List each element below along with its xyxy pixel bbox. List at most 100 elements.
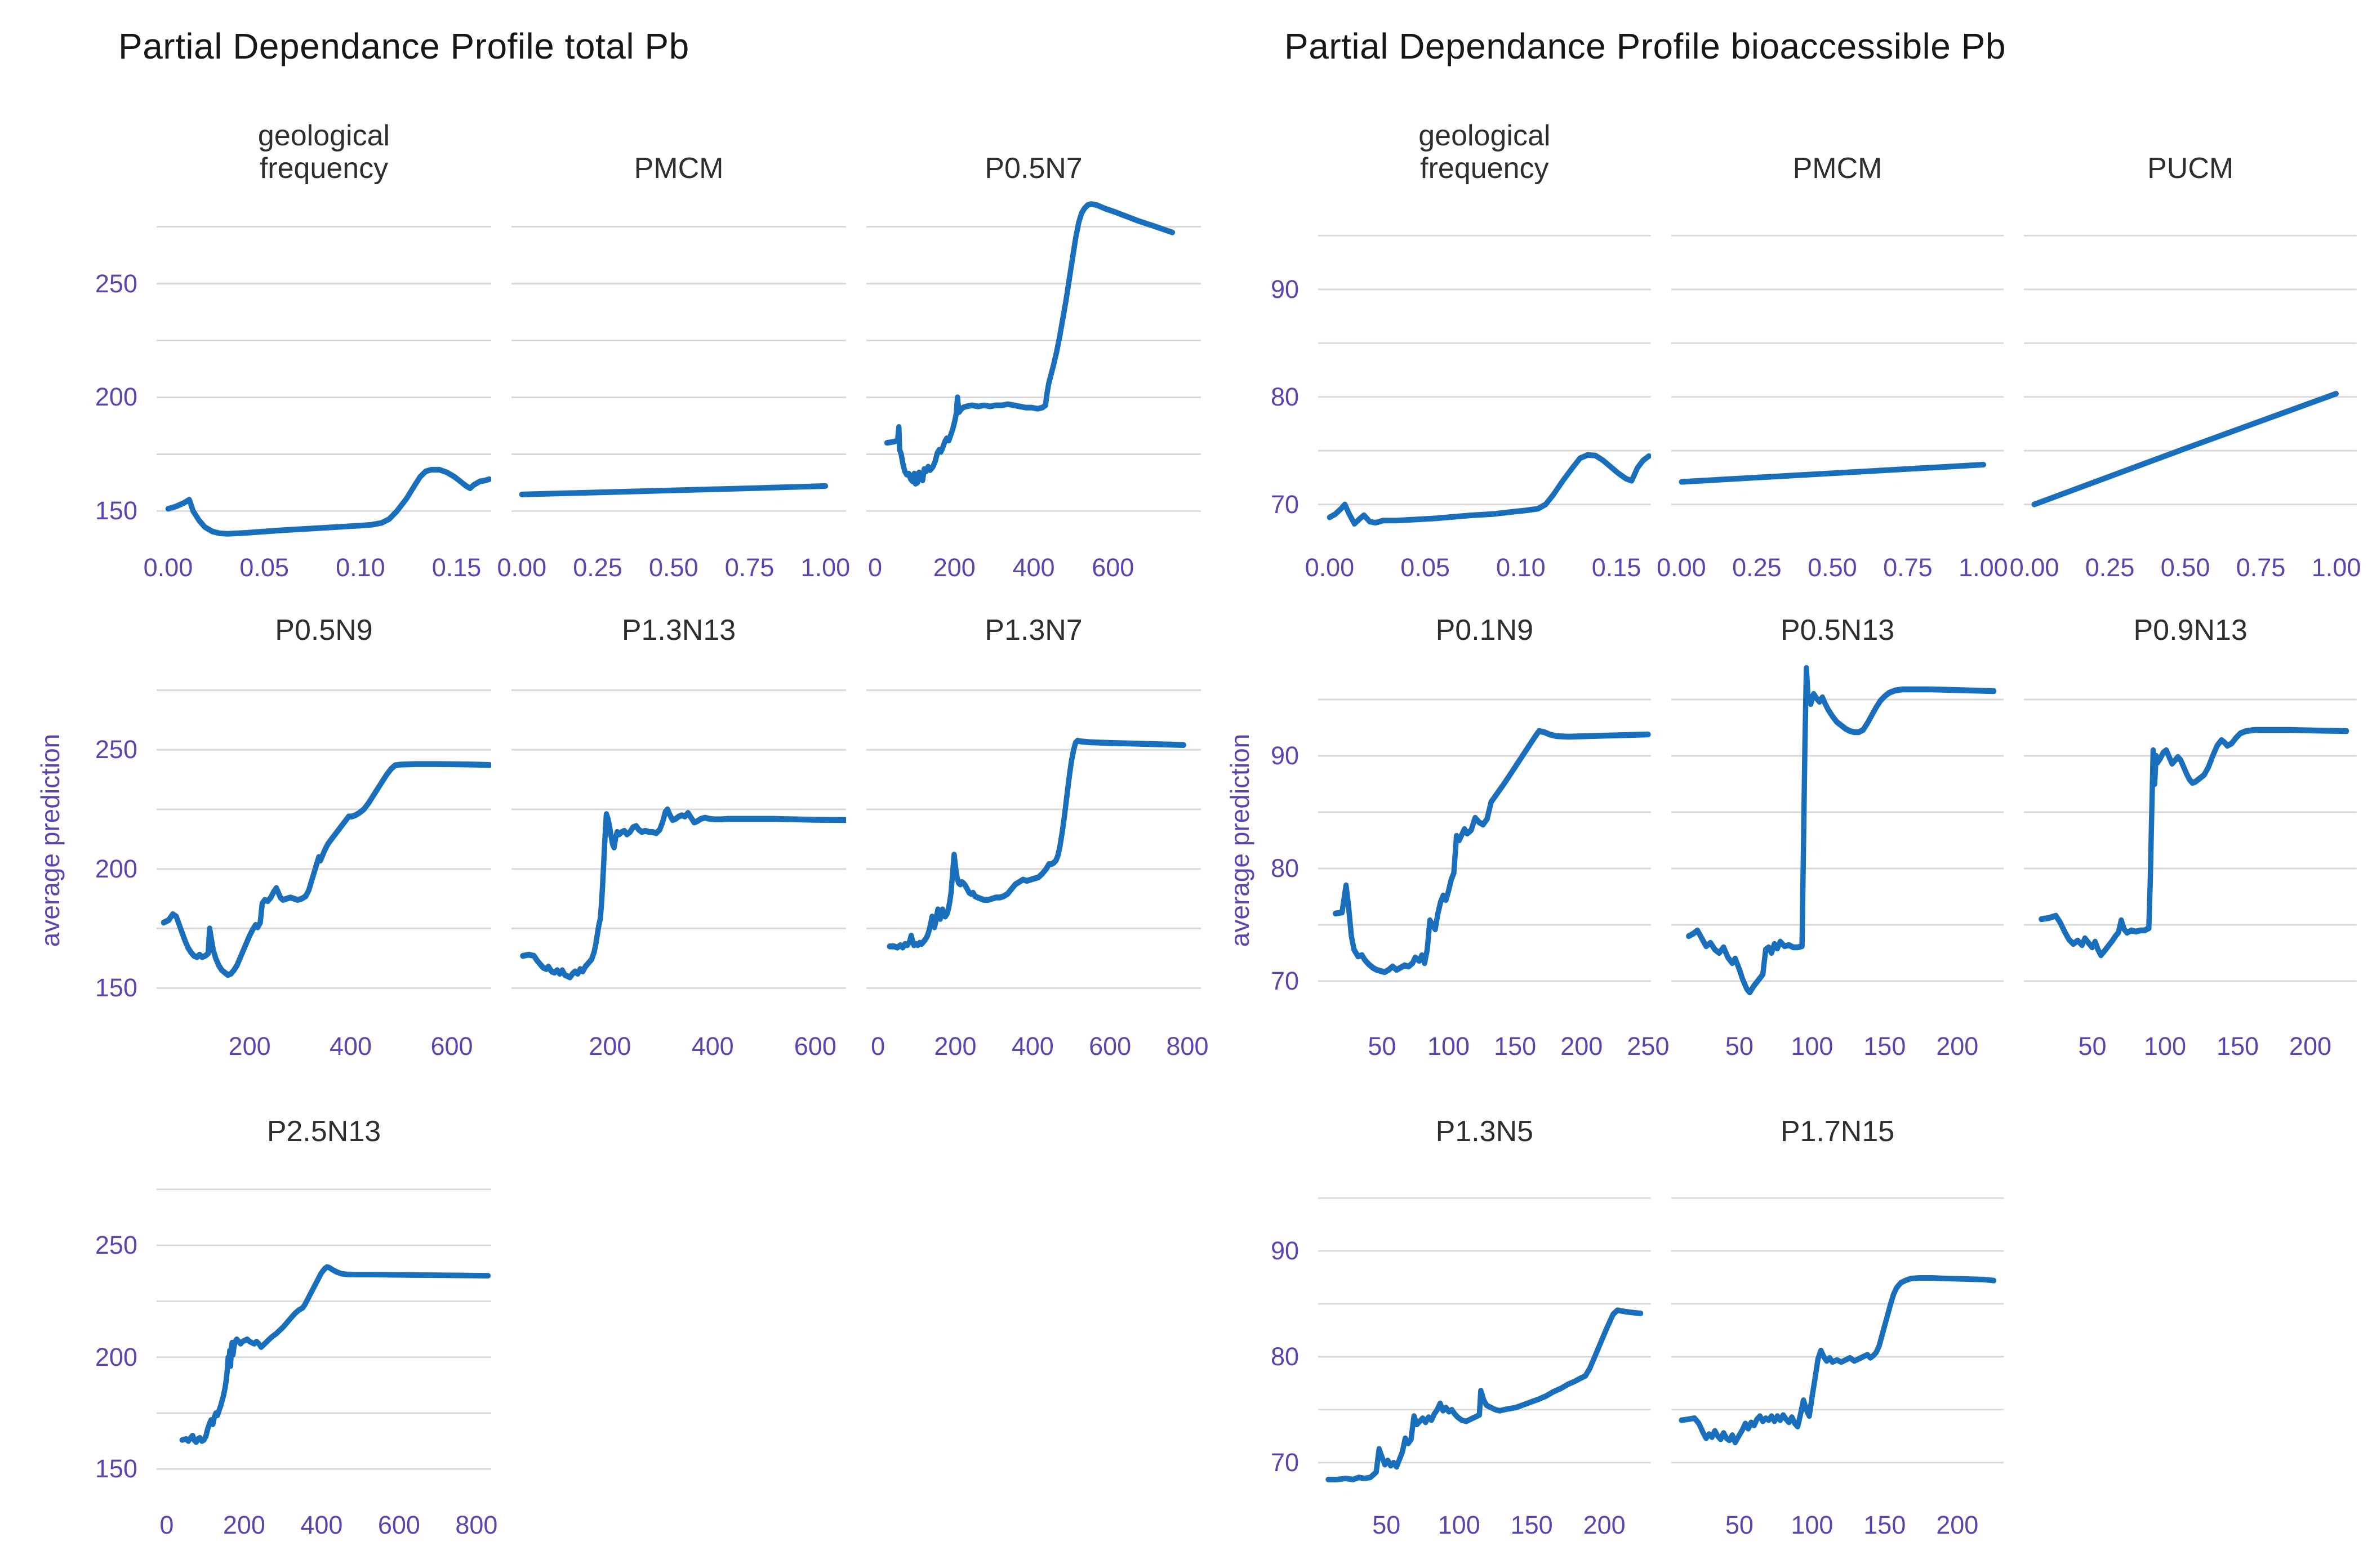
x-axis: 0 200 400 600 800	[157, 1505, 497, 1556]
x-tick-label: 100	[1427, 1032, 1470, 1061]
pdp-line	[887, 737, 1186, 951]
facet-panel: geological frequency 0.00 0.05 0.10 0.15	[1305, 80, 1651, 598]
facet-title: P1.7N15	[1780, 1115, 1895, 1148]
y-gutter-spacer	[1223, 1099, 1308, 1156]
pdp-chart	[866, 689, 1201, 989]
y-gutter-spacer	[34, 80, 146, 193]
x-tick-label: 200	[934, 1032, 977, 1061]
x-tick-label: 0.15	[1591, 553, 1641, 582]
facet-panel: P1.3N7 0 200 400 600 800	[866, 598, 1209, 1077]
x-tick-label: 200	[1560, 1032, 1603, 1061]
panel-row: 150 200 250 geological frequency 0.00 0.05 0.1…	[34, 80, 1211, 598]
x-tick-label: 0.15	[431, 553, 482, 582]
facet-title: P0.5N7	[985, 152, 1083, 185]
pdp-chart	[2024, 234, 2357, 507]
x-tick-label: 0.00	[1305, 553, 1355, 582]
facet-title: PUCM	[2147, 152, 2234, 185]
x-tick-label: 100	[1791, 1032, 1833, 1061]
y-axis-area: 70 80 90	[1223, 193, 1308, 547]
panel-row: 150 200 250 P2.5N13 0 200 400 600 800	[34, 1099, 1211, 1556]
x-tick-label: 1.00	[800, 553, 851, 582]
pdp-line	[179, 1264, 491, 1445]
x-axis: 0.00 0.25 0.50 0.75 1.00	[497, 547, 851, 598]
pdp-line	[884, 201, 1176, 487]
x-tick-label: 600	[794, 1032, 836, 1061]
y-tick-label: 80	[1270, 854, 1299, 883]
facet-panel: PMCM 0.00 0.25 0.50 0.75 1.00	[1657, 80, 2008, 598]
x-tick-label: 200	[228, 1032, 271, 1061]
y-gutter-bottom-spacer	[1223, 1505, 1308, 1556]
y-axis-area: 150 200 250	[34, 193, 146, 547]
pdp-line	[520, 806, 846, 981]
pdp-line	[519, 483, 829, 497]
x-tick-label: 150	[2216, 1032, 2259, 1061]
plot-area	[511, 654, 846, 1026]
plot-area	[157, 193, 491, 547]
plot-area	[1671, 1156, 2004, 1505]
y-tick-label: 250	[95, 269, 137, 298]
y-axis-gutter: 150 200 250	[34, 1099, 146, 1556]
x-tick-label: 1.00	[2311, 553, 2361, 582]
facet-title: P2.5N13	[266, 1115, 381, 1148]
x-axis: 200 400 600	[511, 1026, 846, 1077]
figure-rows: 70 80 90 geological frequency 0.00 0.05 0.10 0.…	[1223, 80, 2367, 1556]
facet-panel: PUCM 0.00 0.25 0.50 0.75 1.00	[2010, 80, 2361, 598]
x-tick-label: 200	[2289, 1032, 2332, 1061]
x-tick-label: 200	[1936, 1511, 1979, 1539]
y-tick-label: 90	[1270, 274, 1299, 304]
x-tick-label: 0	[867, 553, 882, 582]
y-gutter-spacer	[34, 1099, 146, 1156]
x-tick-label: 0.75	[724, 553, 775, 582]
y-gutter-bottom-spacer	[1223, 547, 1308, 598]
x-tick-label: 0.00	[2009, 553, 2059, 582]
plot-area	[1318, 193, 1651, 547]
figure-rows: 150 200 250 geological frequency 0.00 0.05 0.1…	[34, 80, 1211, 1556]
facet-title: P1.3N7	[985, 613, 1083, 647]
facet-title: P0.5N13	[1780, 613, 1895, 647]
x-tick-label: 150	[1510, 1511, 1553, 1539]
x-axis: 0 200 400 600	[866, 547, 1201, 598]
y-gutter-bottom-spacer	[34, 547, 146, 598]
plot-area	[2024, 193, 2357, 547]
x-axis: 50 100 150 200	[2024, 1026, 2357, 1077]
pdp-line	[1679, 461, 1986, 485]
x-tick-label: 0.10	[1496, 553, 1546, 582]
y-tick-label: 70	[1270, 1447, 1299, 1477]
y-axis-gutter: 70 80 90	[1223, 80, 1308, 598]
y-tick-label: 150	[95, 973, 137, 1003]
pdp-line	[1325, 1307, 1644, 1482]
x-tick-label: 400	[691, 1032, 734, 1061]
plot-area	[1318, 1156, 1651, 1505]
x-tick-label: 50	[1725, 1511, 1754, 1539]
pdp-line	[1685, 665, 1996, 996]
figure-title: Partial Dependance Profile bioaccessible…	[1284, 26, 2006, 66]
x-tick-label: 50	[1368, 1032, 1396, 1061]
facet-panel: geological frequency 0.00 0.05 0.10 0.15	[144, 80, 491, 598]
x-tick-label: 800	[455, 1511, 498, 1539]
x-tick-label: 50	[1725, 1032, 1754, 1061]
x-axis: 0.00 0.25 0.50 0.75 1.00	[2010, 547, 2361, 598]
y-axis-area: average prediction 70 80 90	[1223, 654, 1308, 1026]
facet-panel: P1.3N5 50 100 150 200	[1318, 1099, 1651, 1556]
x-tick-label: 0.05	[239, 553, 289, 582]
y-tick-label: 200	[95, 1342, 137, 1371]
x-axis: 200 400 600	[157, 1026, 491, 1077]
y-axis-title: average prediction	[1225, 733, 1254, 947]
x-axis: 0.00 0.25 0.50 0.75 1.00	[1657, 547, 2008, 598]
x-axis: 0.00 0.05 0.10 0.15	[144, 547, 491, 598]
facet-panel: P0.5N13 50 100 150 200	[1671, 598, 2004, 1077]
figure-bioaccessible-pb: Partial Dependance Profile bioaccessible…	[1223, 12, 2367, 1556]
pdp-chart	[1318, 234, 1651, 527]
x-tick-label: 0.25	[1732, 553, 1782, 582]
plot-area	[866, 654, 1201, 1026]
facet-title: P0.5N9	[275, 613, 373, 647]
facet-title: PMCM	[1792, 152, 1883, 185]
x-axis: 0 200 400 600 800	[866, 1026, 1208, 1077]
x-axis: 50 100 150 200	[1671, 1026, 2004, 1077]
x-tick-label: 0.00	[1657, 553, 1706, 582]
facet-panel: PMCM 0.00 0.25 0.50 0.75 1.00	[497, 80, 851, 598]
y-tick-label: 200	[95, 382, 137, 412]
pdp-line	[2039, 727, 2349, 959]
y-axis-title: average prediction	[35, 733, 65, 947]
